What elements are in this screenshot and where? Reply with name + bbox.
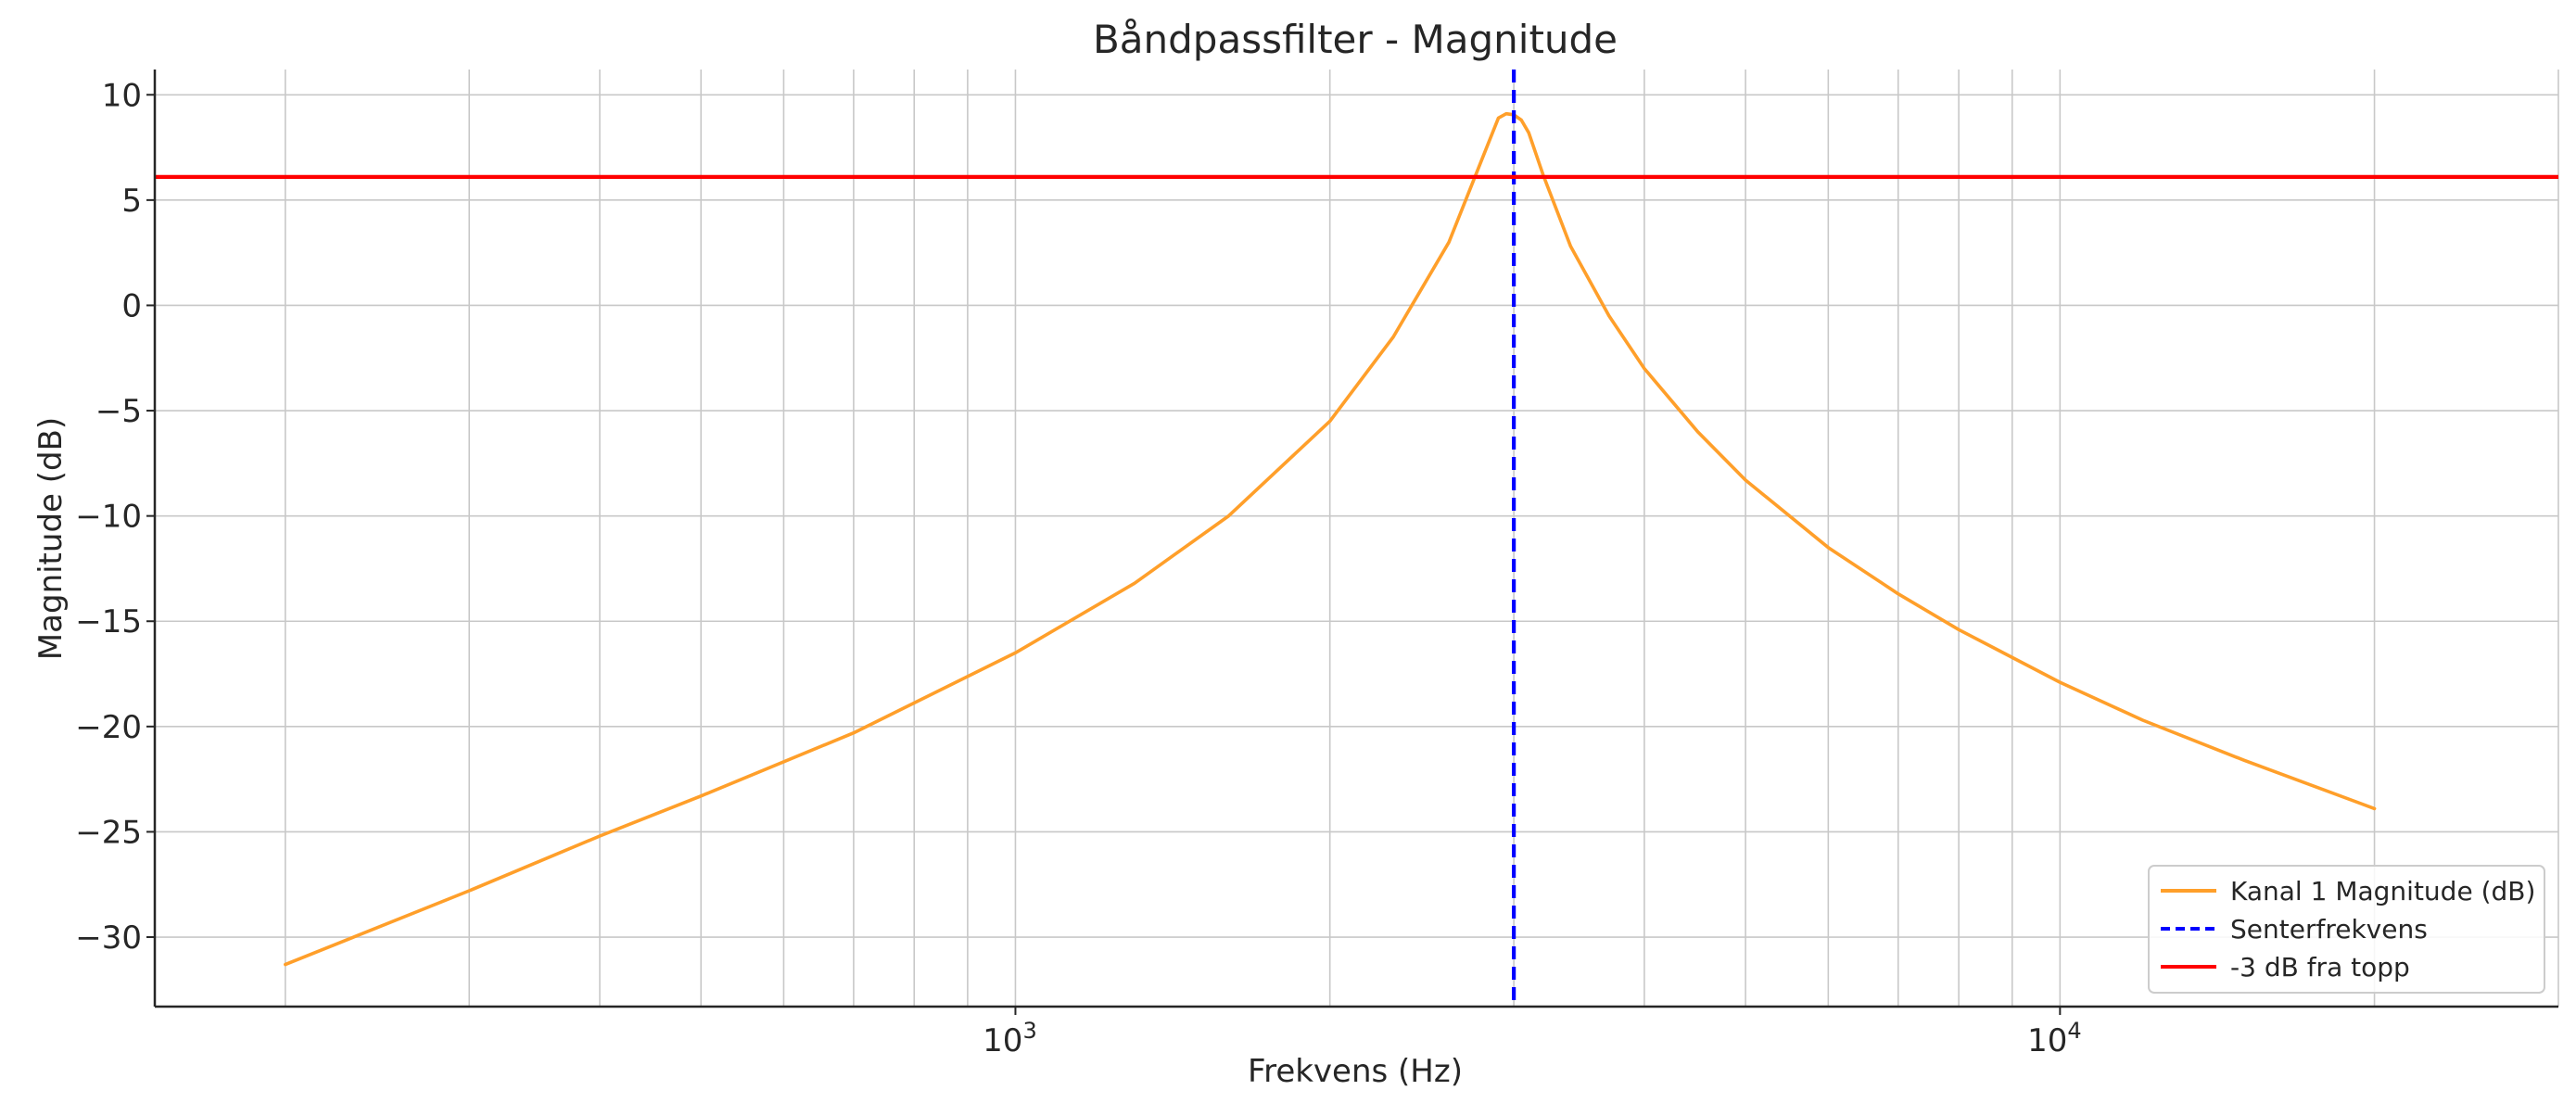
legend-label: Senterfrekvens [2230, 914, 2428, 945]
y-tick-label: −15 [75, 603, 142, 640]
magnitude-curve [283, 111, 2377, 967]
y-tick-label: 5 [121, 183, 142, 220]
chart-title: Båndpassfilter - Magnitude [1093, 17, 1618, 62]
y-tick-label: −10 [75, 499, 142, 536]
tick-labels: 10 5 0 −5 −10 −15 −20 −25 −30 103 104 [75, 77, 2081, 1059]
y-tick-label: 10 [102, 77, 142, 114]
y-tick-label: −5 [95, 393, 142, 430]
legend: Kanal 1 Magnitude (dB) Senterfrekvens -3 d… [2148, 865, 2545, 994]
y-tick-label: −25 [75, 814, 142, 851]
y-tick-label: −30 [75, 919, 142, 957]
legend-label: Kanal 1 Magnitude (dB) [2230, 876, 2535, 906]
y-axis-label: Magnitude (dB) [32, 417, 70, 660]
x-tick-label: 104 [2027, 1018, 2082, 1059]
legend-label: -3 dB fra topp [2230, 952, 2410, 983]
x-tick-label: 103 [983, 1018, 1037, 1059]
axes [153, 70, 2558, 1008]
legend-box [2148, 865, 2545, 994]
y-tick-label: −20 [75, 709, 142, 746]
x-axis-label: Frekvens (Hz) [1248, 1053, 1463, 1090]
y-tick-label: 0 [121, 287, 142, 324]
series-group [155, 70, 2558, 1007]
